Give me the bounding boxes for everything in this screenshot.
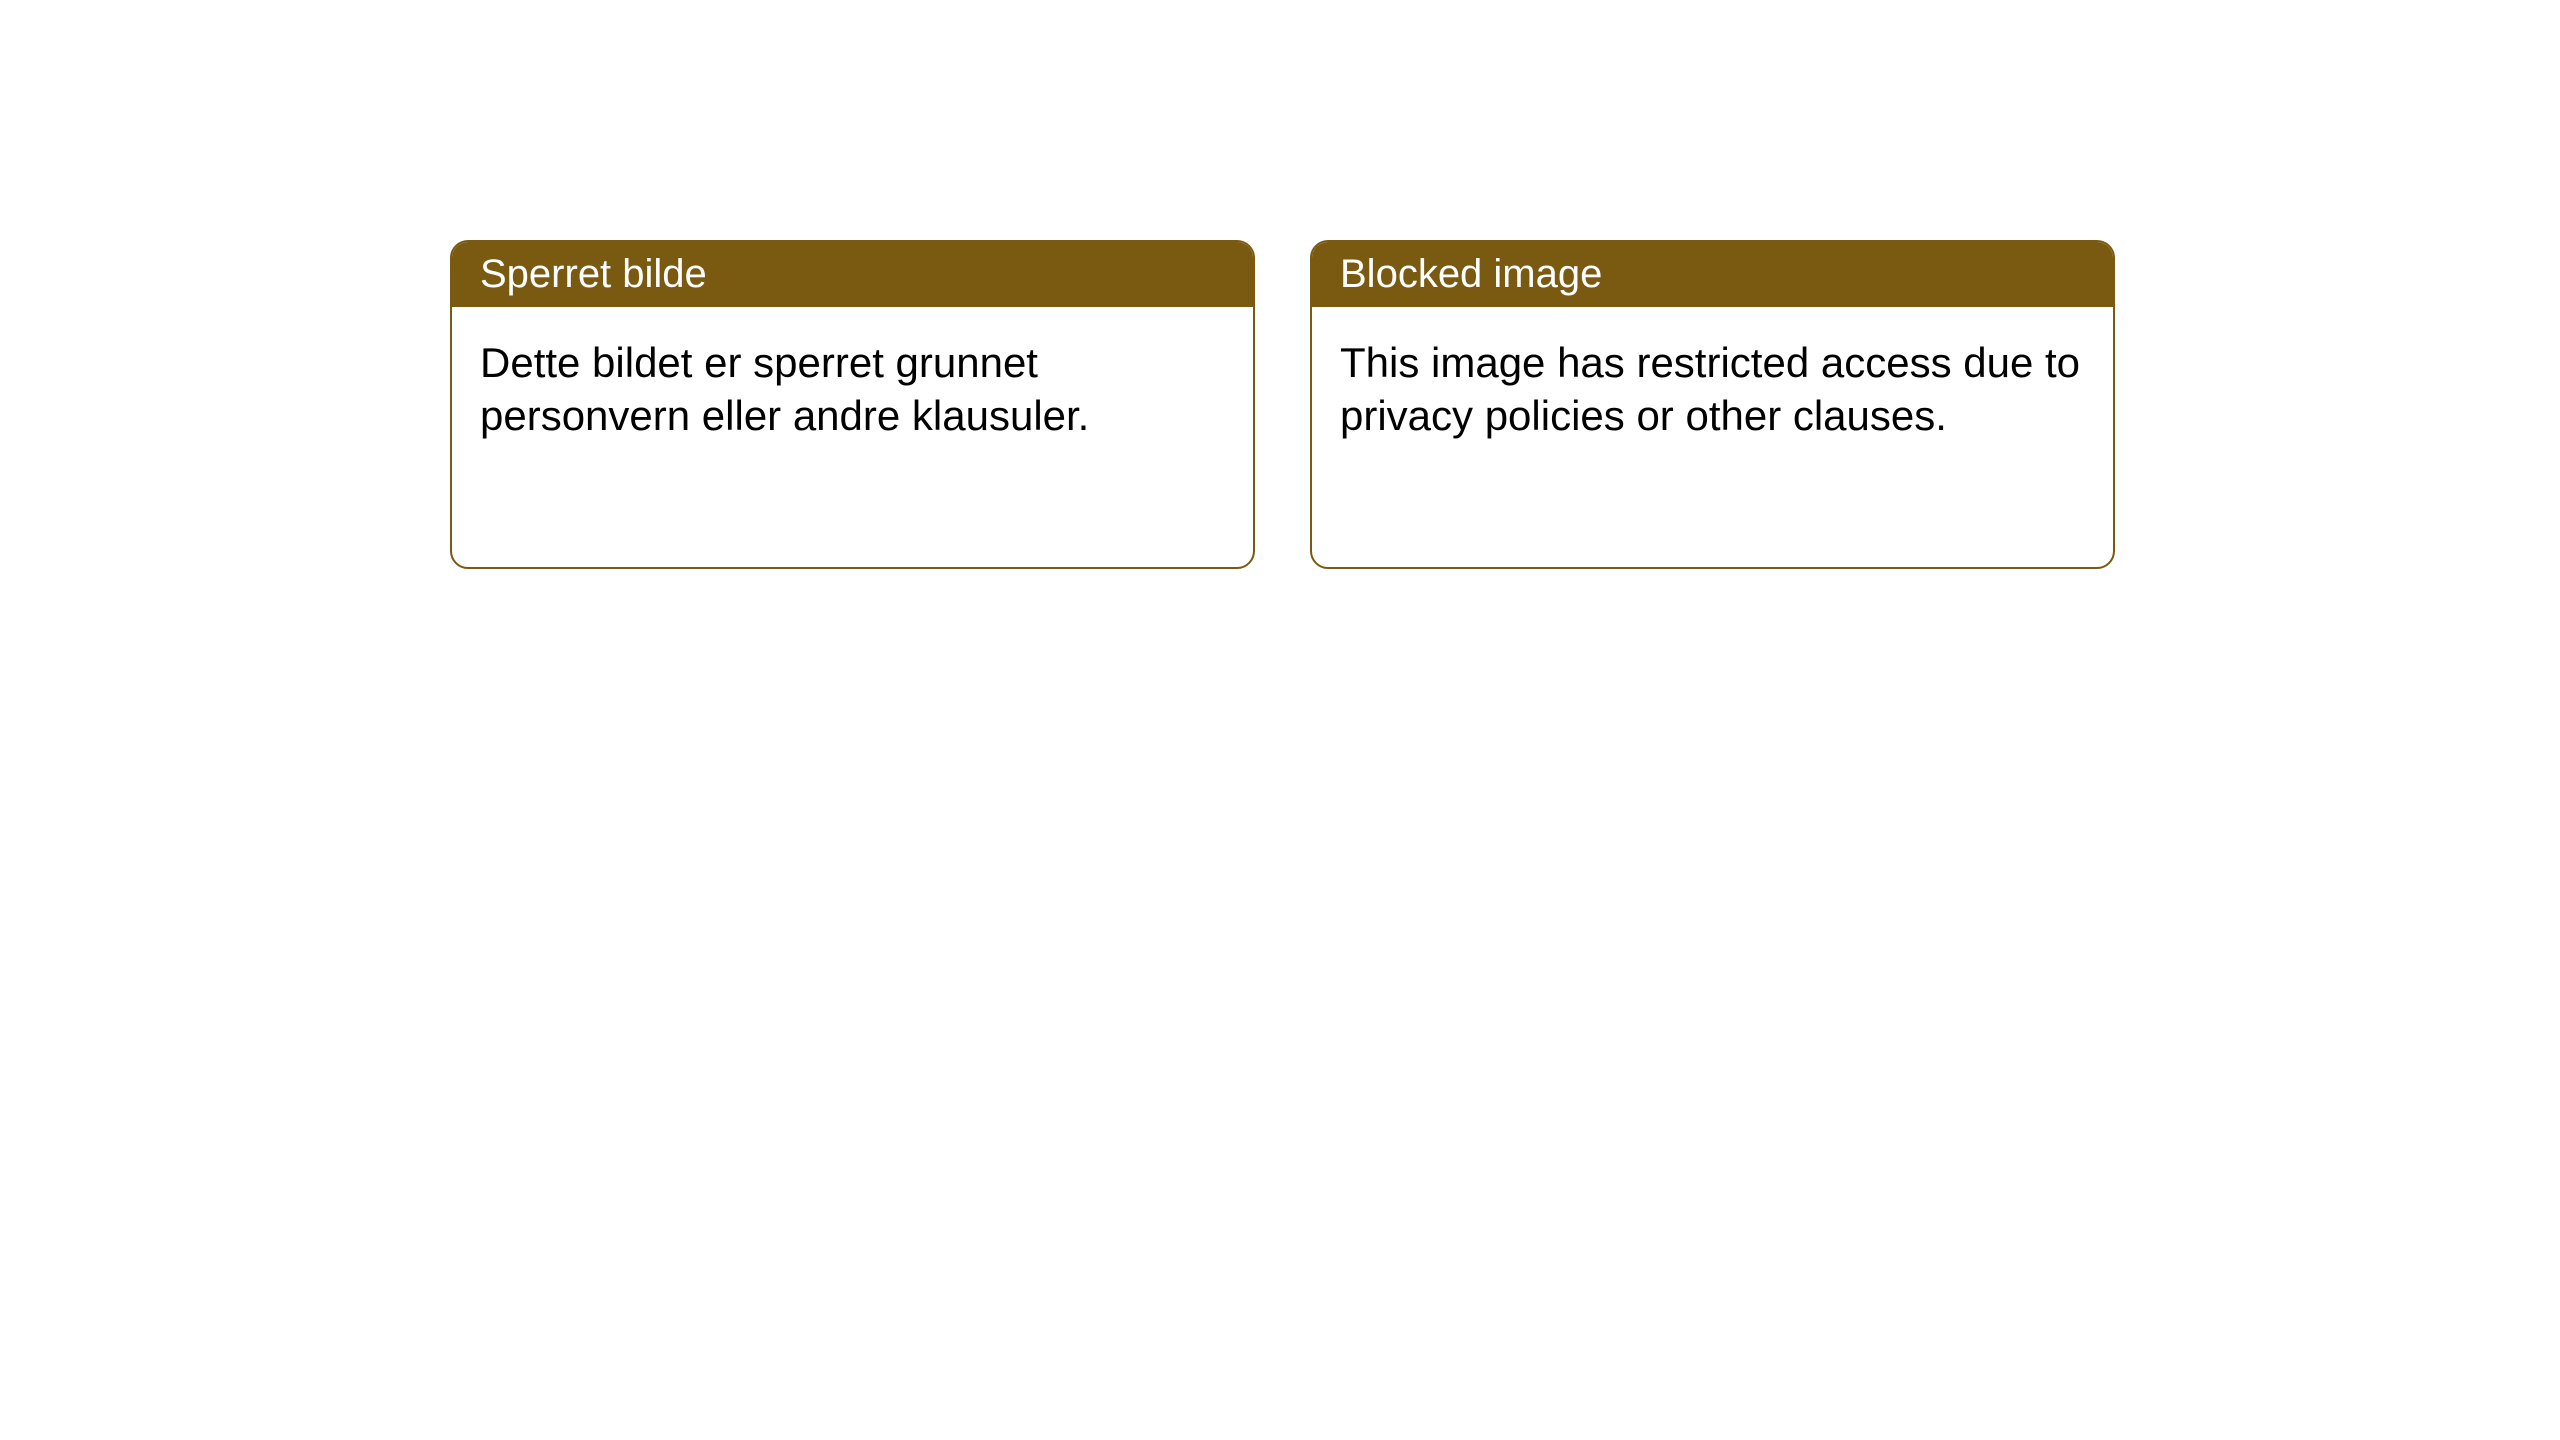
notice-title: Blocked image — [1340, 252, 1602, 296]
notice-header: Sperret bilde — [452, 242, 1253, 307]
notice-body: Dette bildet er sperret grunnet personve… — [452, 307, 1253, 567]
notice-card-english: Blocked image This image has restricted … — [1310, 240, 2115, 569]
notice-body-text: This image has restricted access due to … — [1340, 339, 2080, 439]
notice-container: Sperret bilde Dette bildet er sperret gr… — [0, 0, 2560, 569]
notice-body: This image has restricted access due to … — [1312, 307, 2113, 567]
notice-body-text: Dette bildet er sperret grunnet personve… — [480, 339, 1089, 439]
notice-header: Blocked image — [1312, 242, 2113, 307]
notice-card-norwegian: Sperret bilde Dette bildet er sperret gr… — [450, 240, 1255, 569]
notice-title: Sperret bilde — [480, 252, 707, 296]
